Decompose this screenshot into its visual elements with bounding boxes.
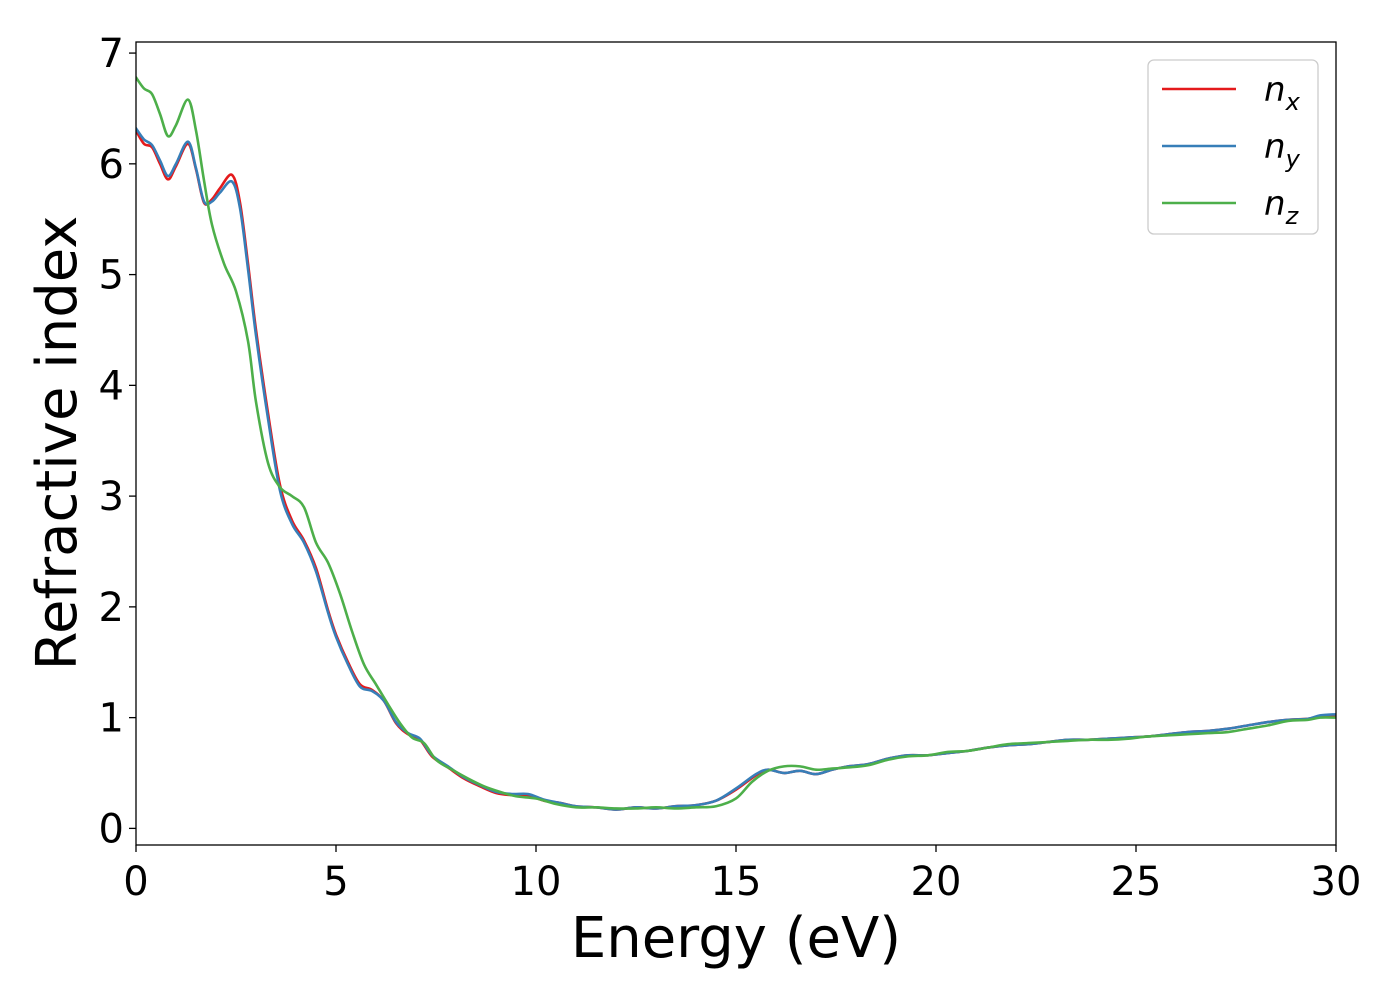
y-tick-label: 2 — [99, 585, 124, 631]
y-tick-label: 7 — [99, 31, 124, 77]
legend-label-z: nz — [1264, 184, 1300, 230]
x-tick-label: 0 — [123, 859, 148, 905]
x-tick-label: 25 — [1111, 859, 1162, 905]
y-tick-label: 3 — [99, 474, 124, 520]
x-tick-label: 20 — [911, 859, 962, 905]
y-tick-label: 5 — [99, 253, 124, 299]
x-tick-label: 10 — [511, 859, 562, 905]
series-layer — [136, 76, 1336, 811]
x-axis-title: Energy (eV) — [571, 906, 901, 971]
x-tick-label: 5 — [323, 859, 348, 905]
x-tick-label: 30 — [1311, 859, 1362, 905]
y-tick-label: 1 — [99, 696, 124, 742]
x-tick-label: 15 — [711, 859, 762, 905]
legend: nx ny nz — [1147, 59, 1319, 235]
y-axis-title: Refractive index — [25, 216, 90, 671]
y-tick-label: 4 — [99, 363, 124, 409]
y-tick-label: 6 — [99, 142, 124, 188]
series-line-z — [136, 76, 1336, 810]
legend-label-x: nx — [1264, 70, 1301, 116]
y-tick-label: 0 — [99, 806, 124, 852]
legend-label-y: ny — [1264, 127, 1301, 173]
y-axis: 0 1 2 3 4 5 6 7 — [99, 31, 136, 852]
x-axis: 0 5 10 15 20 25 30 — [123, 845, 1361, 905]
